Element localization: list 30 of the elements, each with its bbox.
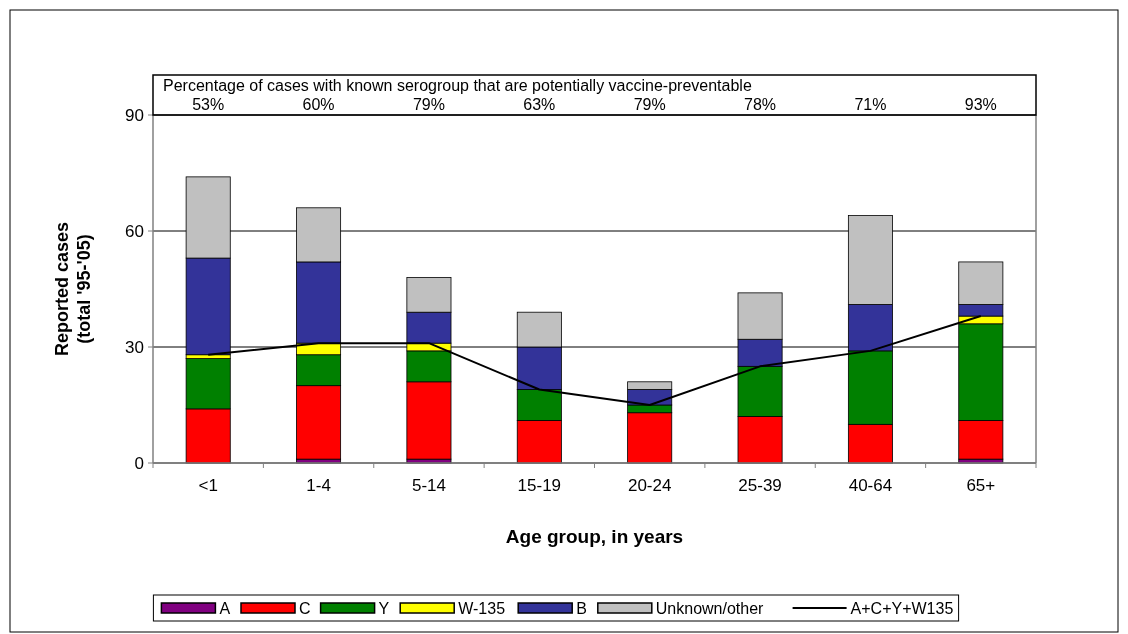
legend-label: A (219, 600, 231, 617)
x-tick-label: 20-24 (627, 476, 672, 495)
legend-label: C (299, 600, 311, 617)
x-tick-label: 65+ (966, 476, 996, 495)
x-tick-label: <1 (198, 476, 218, 495)
x-tick-label: 5-14 (411, 476, 446, 495)
text: 53% (192, 96, 225, 113)
text: 79% (412, 96, 445, 113)
text: 63% (523, 96, 556, 113)
y-tick-label: 90 (125, 106, 144, 125)
y-tick-label: 30 (125, 338, 144, 357)
y-tick-label: 60 (125, 222, 144, 241)
text: 60% (302, 96, 335, 113)
legend-label: Unknown/other (655, 600, 765, 617)
x-tick-label: 25-39 (738, 476, 782, 495)
x-tick-label: 15-19 (517, 476, 562, 495)
y-axis-title: Reported cases (total '95-'05) (52, 221, 94, 357)
text: Percentage of cases with known serogroup that are potentially vaccine-preventable (163, 77, 752, 94)
legend-label: A+C+Y+W135 (850, 600, 954, 617)
legend-label: Y (378, 600, 390, 617)
legend-label: B (576, 600, 587, 617)
text: 79% (633, 96, 666, 113)
x-axis-title: Age group, in years (505, 526, 684, 547)
x-tick-label: 1-4 (306, 476, 331, 495)
text: 71% (854, 96, 887, 113)
text: 78% (744, 96, 777, 113)
y-tick-label: 0 (134, 454, 144, 473)
legend-label: W-135 (458, 600, 506, 617)
x-tick-label: 40-64 (848, 476, 893, 495)
text: 93% (964, 96, 997, 113)
